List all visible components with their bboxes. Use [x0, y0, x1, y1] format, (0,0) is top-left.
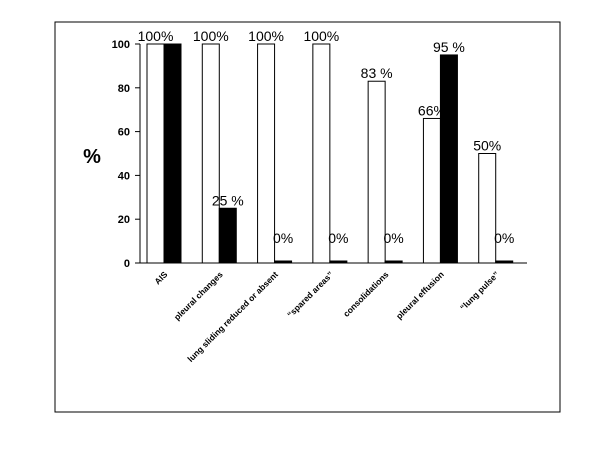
bars	[146, 43, 514, 264]
bar-series2	[218, 207, 237, 264]
bar-value-labels: 100% 100% 25 % 100% 0% 100% 0% 83 % 0% 66% 95 % 50%…	[138, 28, 515, 246]
bar-series2	[329, 260, 348, 264]
y-tick-label: 80	[118, 83, 130, 95]
bar-series1	[146, 43, 165, 264]
bar-series1	[367, 80, 386, 264]
bar-value-label: 50%	[473, 138, 501, 154]
bar-value-label: 95 %	[433, 39, 465, 55]
bar-series2	[495, 260, 514, 264]
bar-value-label: 0%	[494, 230, 514, 246]
bar-series1	[257, 43, 276, 264]
bar-value-label: 100%	[248, 28, 284, 44]
bar-series2	[274, 260, 293, 264]
bar-series1	[478, 153, 497, 264]
y-ticks: 0 20 40 60 80 100	[112, 39, 140, 270]
y-axis-label: %	[83, 146, 101, 168]
bar-series1	[201, 43, 220, 264]
y-tick-label: 40	[118, 170, 130, 182]
bar-series2	[384, 260, 403, 264]
y-tick-label: 20	[118, 214, 130, 226]
bar-series2	[163, 43, 182, 264]
bar-value-label: 0%	[384, 230, 404, 246]
bar-value-label: 100%	[138, 28, 174, 44]
bar-value-label: 83 %	[361, 65, 393, 81]
bar-value-label: 66%	[418, 102, 446, 118]
y-tick-label: 100	[112, 39, 130, 51]
bar-value-label: 100%	[193, 28, 229, 44]
bar-series2	[439, 54, 458, 264]
bar-series1	[422, 117, 441, 264]
bar-value-label: 0%	[273, 230, 293, 246]
bar-value-label: 100%	[303, 28, 339, 44]
y-tick-label: 0	[124, 258, 130, 270]
y-tick-label: 60	[118, 127, 130, 139]
bar-series1	[312, 43, 331, 264]
chart-border	[54, 21, 561, 413]
bar-value-label: 0%	[328, 230, 348, 246]
bar-value-label: 25 %	[212, 192, 244, 208]
